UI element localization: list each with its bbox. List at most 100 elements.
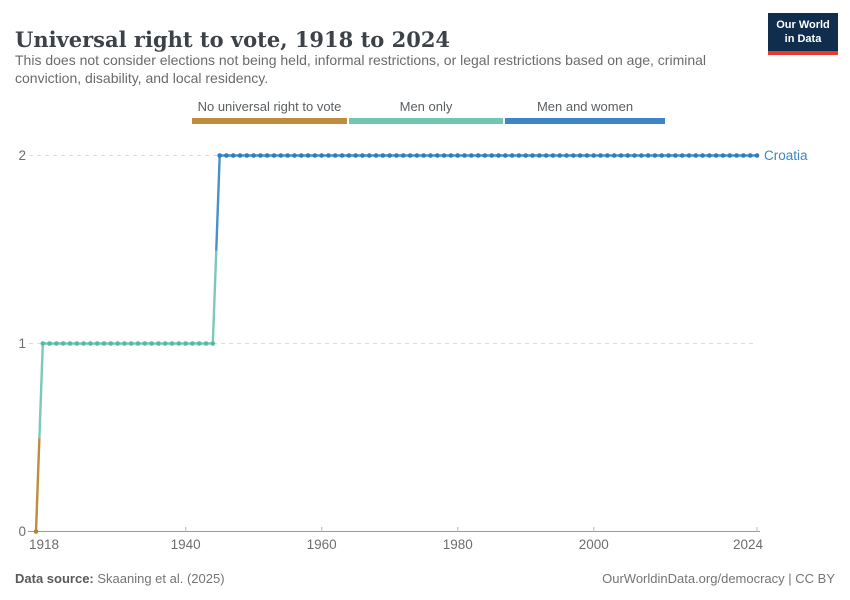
data-point-1947[interactable] [230,153,236,158]
data-point-1922[interactable] [60,341,66,346]
data-point-1932[interactable] [128,341,134,346]
data-point-1958[interactable] [305,153,311,158]
data-point-1931[interactable] [122,341,127,346]
data-point-1921[interactable] [54,341,59,346]
data-point-1924[interactable] [74,341,80,346]
data-point-1949[interactable] [244,153,250,158]
data-point-1985[interactable] [489,153,495,158]
data-point-1928[interactable] [101,341,107,346]
data-point-1952[interactable] [264,153,270,158]
data-point-1953[interactable] [271,153,277,158]
data-point-1983[interactable] [475,153,481,158]
data-point-2014[interactable] [686,153,692,158]
data-point-1978[interactable] [441,153,447,158]
data-point-1943[interactable] [203,341,209,346]
line-chart-svg[interactable]: 1918 1940 1960 1980 2000 2024 0 1 2 Croatia [0,140,850,560]
data-point-1959[interactable] [312,153,318,158]
data-point-1976[interactable] [428,153,433,158]
data-point-1997[interactable] [571,153,576,158]
data-point-1984[interactable] [482,153,488,158]
data-point-2011[interactable] [666,153,671,158]
data-point-1991[interactable] [530,153,535,158]
data-point-2013[interactable] [679,153,685,158]
data-point-2022[interactable] [741,153,746,158]
data-point-1977[interactable] [435,153,440,158]
data-point-2020[interactable] [727,153,733,158]
data-point-1988[interactable] [509,153,515,158]
data-point-1994[interactable] [550,153,556,158]
data-point-1960[interactable] [319,153,324,158]
data-point-1996[interactable] [564,153,569,158]
data-point-1951[interactable] [258,153,263,158]
data-point-1944[interactable] [210,341,216,346]
data-point-1961[interactable] [326,153,331,158]
chart-canvas[interactable]: 1918 1940 1960 1980 2000 2024 0 1 2 Croatia [0,140,850,560]
data-point-1992[interactable] [537,153,542,158]
data-point-2012[interactable] [673,153,678,158]
data-point-1942[interactable] [196,341,202,346]
entity-label[interactable]: Croatia [764,148,808,163]
data-point-1982[interactable] [469,153,474,158]
data-point-1989[interactable] [516,153,522,158]
data-point-1923[interactable] [67,341,73,346]
data-point-1966[interactable] [360,153,365,158]
data-point-2017[interactable] [707,153,712,158]
data-point-1995[interactable] [557,153,563,158]
data-point-1990[interactable] [523,153,529,158]
data-point-1955[interactable] [285,153,290,158]
data-point-1945[interactable] [217,153,222,158]
data-point-1927[interactable] [94,341,100,346]
data-point-1929[interactable] [108,341,114,346]
data-point-1993[interactable] [543,153,549,158]
data-point-2023[interactable] [747,153,753,158]
data-point-1975[interactable] [421,153,427,158]
data-point-1980[interactable] [455,153,461,158]
data-point-1965[interactable] [353,153,358,158]
data-point-1937[interactable] [162,341,168,346]
data-point-1919[interactable] [40,341,46,346]
data-point-1940[interactable] [183,341,188,346]
data-point-1973[interactable] [407,153,413,158]
data-point-1956[interactable] [292,153,297,158]
data-point-2007[interactable] [639,153,644,158]
data-point-1970[interactable] [387,153,392,158]
data-point-1972[interactable] [401,153,406,158]
data-point-1969[interactable] [380,153,386,158]
data-point-2000[interactable] [591,153,597,158]
data-point-1957[interactable] [298,153,304,158]
data-point-1962[interactable] [332,153,338,158]
data-point-1968[interactable] [373,153,379,158]
data-point-2010[interactable] [659,153,665,158]
data-point-1925[interactable] [81,341,86,346]
data-point-1986[interactable] [496,153,501,158]
data-point-1934[interactable] [142,341,148,346]
data-point-2015[interactable] [693,153,699,158]
data-point-2018[interactable] [713,153,719,158]
data-point-2024[interactable] [754,153,760,158]
data-point-1950[interactable] [251,153,256,158]
data-point-1941[interactable] [190,341,195,346]
data-point-2008[interactable] [645,153,651,158]
data-point-2005[interactable] [625,153,631,158]
data-point-1933[interactable] [135,341,141,346]
data-point-1987[interactable] [503,153,508,158]
data-point-1930[interactable] [115,341,120,346]
data-point-1954[interactable] [278,153,284,158]
data-point-1963[interactable] [339,153,345,158]
data-point-2001[interactable] [598,153,603,158]
data-point-1981[interactable] [462,153,467,158]
data-point-1926[interactable] [88,341,93,346]
data-point-1974[interactable] [414,153,420,158]
data-point-1971[interactable] [394,153,399,158]
data-point-1938[interactable] [169,341,175,346]
data-point-1939[interactable] [176,341,182,346]
data-point-2004[interactable] [618,153,624,158]
data-point-1918[interactable] [33,529,39,534]
data-point-2016[interactable] [700,153,705,158]
data-point-1946[interactable] [224,153,229,158]
data-point-1979[interactable] [448,153,454,158]
owid-url-license[interactable]: OurWorldinData.org/democracy | CC BY [602,571,835,586]
owid-logo[interactable]: Our World in Data [768,13,838,55]
data-point-2021[interactable] [734,153,739,158]
data-point-2019[interactable] [720,153,726,158]
